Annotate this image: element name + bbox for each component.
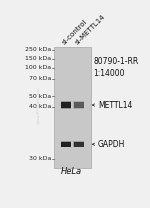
Bar [73, 101, 84, 109]
Text: GAPDH: GAPDH [98, 140, 125, 149]
Bar [61, 102, 71, 108]
Bar [61, 141, 71, 147]
Text: 100 kDa: 100 kDa [25, 65, 51, 70]
Bar [54, 47, 91, 168]
Text: 250 kDa: 250 kDa [25, 47, 51, 52]
Bar [61, 101, 71, 109]
Text: si-control: si-control [61, 19, 88, 46]
Text: 70 kDa: 70 kDa [29, 76, 51, 81]
Text: si-METTL14: si-METTL14 [74, 14, 106, 46]
Text: 30 kDa: 30 kDa [29, 156, 51, 161]
Text: 80790-1-RR
1:14000: 80790-1-RR 1:14000 [93, 57, 138, 78]
Text: www.PTGlab.com: www.PTGlab.com [37, 86, 41, 124]
Bar [61, 142, 71, 147]
Text: HeLa: HeLa [61, 167, 82, 176]
Text: 150 kDa: 150 kDa [25, 56, 51, 61]
Bar [74, 102, 84, 108]
Text: 50 kDa: 50 kDa [29, 94, 51, 99]
Bar [74, 142, 84, 147]
Text: 40 kDa: 40 kDa [29, 104, 51, 109]
Text: METTL14: METTL14 [98, 100, 132, 110]
Bar [73, 141, 84, 147]
